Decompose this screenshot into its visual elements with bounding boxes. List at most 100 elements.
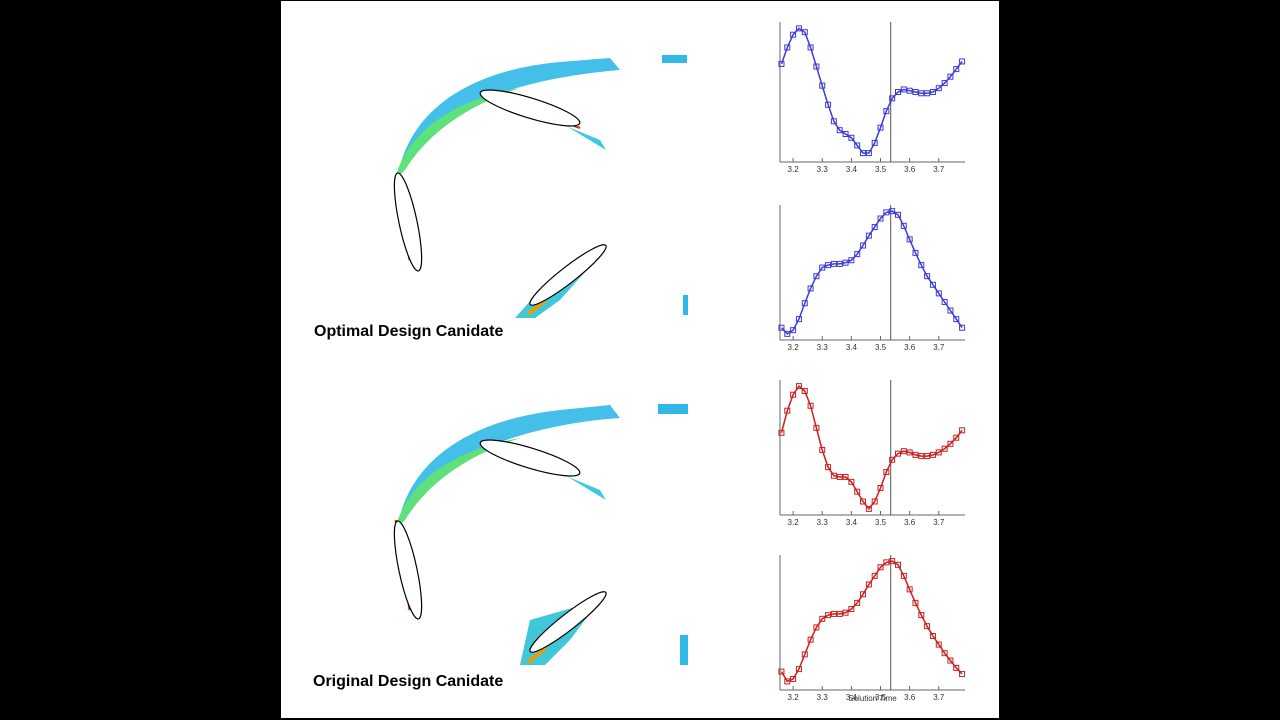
point [825, 612, 832, 619]
x-tick-label: 3.6 [904, 165, 916, 174]
point [906, 87, 913, 94]
point [807, 402, 814, 409]
x-tick-label: 3.5 [875, 165, 887, 174]
x-tick-label: 3.3 [817, 343, 829, 352]
caption: Optimal Design Canidate [314, 323, 503, 340]
point [900, 86, 907, 93]
point [848, 478, 855, 485]
point [819, 264, 826, 271]
point [889, 456, 896, 463]
point [819, 446, 826, 453]
point [941, 445, 948, 452]
point [929, 451, 936, 458]
point [795, 666, 802, 673]
flow-field-bottom [393, 404, 688, 665]
point [778, 668, 785, 675]
point [807, 285, 814, 292]
point [784, 330, 791, 337]
point [865, 150, 872, 157]
point [918, 90, 925, 97]
point [854, 251, 861, 258]
point [947, 73, 954, 80]
point [894, 211, 901, 218]
point [894, 89, 901, 95]
x-tick-label: 3.6 [904, 343, 916, 352]
series-line [780, 384, 963, 511]
point [813, 63, 820, 70]
point [924, 623, 931, 630]
point [947, 657, 954, 664]
point [959, 324, 966, 331]
point [953, 316, 960, 323]
flow-field-top [393, 55, 688, 318]
point [929, 281, 936, 288]
point [889, 95, 896, 102]
point [795, 316, 802, 323]
point [912, 89, 919, 95]
point [900, 572, 907, 579]
x-tick-label: 3.6 [904, 518, 916, 527]
point [918, 612, 925, 619]
slide [281, 1, 999, 718]
point [912, 451, 919, 458]
x-tick-label: 3.7 [933, 343, 945, 352]
point [854, 488, 861, 495]
point [953, 664, 960, 671]
x-tick-label: 3.5 [875, 343, 887, 352]
point [935, 290, 942, 297]
point [912, 249, 919, 256]
point [860, 591, 867, 598]
point [889, 208, 896, 215]
point [842, 131, 849, 137]
point [889, 558, 896, 565]
series-line [780, 27, 963, 154]
point [825, 101, 832, 108]
x-tick-label: 3.3 [817, 165, 829, 174]
x-tick-label: 3.2 [788, 343, 800, 352]
point [924, 90, 931, 97]
point [801, 300, 808, 307]
point [854, 142, 861, 149]
point [848, 134, 855, 141]
point [778, 429, 785, 436]
x-tick-label: 3.7 [933, 693, 945, 702]
point [877, 215, 884, 222]
point [947, 440, 954, 447]
point [883, 209, 890, 216]
point [883, 108, 890, 115]
point [941, 650, 948, 657]
point [807, 636, 814, 643]
x-tick-label: 3.4 [846, 693, 858, 702]
point [871, 572, 878, 579]
point [877, 564, 884, 571]
x-tick-label: 3.4 [846, 165, 858, 174]
point [842, 473, 849, 480]
x-tick-label: 3.2 [788, 693, 800, 702]
point [778, 61, 785, 67]
x-tick-label: 3.3 [817, 693, 829, 702]
point [900, 222, 907, 229]
point [883, 469, 890, 476]
point [894, 561, 901, 568]
point [900, 448, 907, 455]
x-tick-label: 3.7 [933, 165, 945, 174]
point [935, 85, 942, 92]
point [813, 273, 820, 280]
x-axis-label: Solution Time [848, 694, 897, 703]
point [842, 609, 849, 616]
caption: Original Design Canidate [313, 673, 503, 690]
point [795, 383, 802, 390]
point [883, 559, 890, 566]
point [830, 260, 837, 267]
x-tick-label: 3.4 [846, 518, 858, 527]
point [860, 498, 867, 505]
point [854, 599, 861, 606]
point [819, 615, 826, 622]
point [836, 610, 843, 617]
x-tick-label: 3.4 [846, 343, 858, 352]
x-tick-label: 3.3 [817, 518, 829, 527]
point [871, 498, 878, 505]
point [790, 391, 797, 398]
point [813, 624, 820, 631]
point [894, 450, 901, 457]
